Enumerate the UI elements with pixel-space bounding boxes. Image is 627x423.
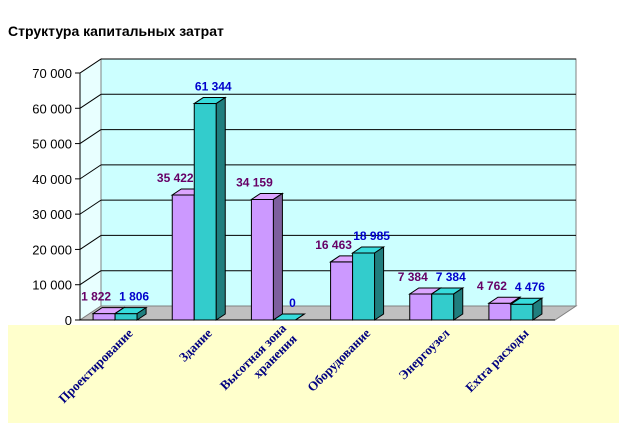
bar-front [114, 313, 138, 321]
bar-side [374, 246, 385, 321]
bars [91, 96, 544, 321]
bar-front [330, 261, 354, 321]
y-tick-label: 30 000 [32, 207, 72, 222]
bar-side [532, 297, 543, 321]
data-label: 0 [289, 296, 296, 310]
chart-side-wall [79, 58, 102, 321]
y-tick-label: 50 000 [32, 137, 72, 152]
gridline-side [79, 199, 102, 215]
bar-front [409, 293, 433, 321]
gridline-side [79, 58, 102, 74]
bar-front [510, 303, 534, 321]
bar-side [215, 96, 226, 321]
bar [249, 192, 285, 321]
bar [271, 313, 307, 321]
chart-floor-band [8, 325, 619, 423]
bar-front [488, 302, 512, 321]
bar-front [92, 313, 116, 321]
data-label: 35 422 [157, 171, 194, 185]
bar-front [193, 103, 217, 321]
data-label: 1 806 [119, 290, 149, 304]
chart-title: Структура капитальных затрат [8, 23, 224, 39]
y-tick-label: 0 [65, 313, 72, 328]
bar-side [453, 287, 464, 321]
bar-front [352, 252, 376, 321]
bar-front [250, 198, 274, 321]
data-label: 7 384 [436, 270, 466, 284]
y-tick-label: 60 000 [32, 101, 72, 116]
bar-side [295, 313, 305, 321]
data-label: 1 822 [81, 290, 111, 304]
bar-side [272, 192, 283, 321]
y-axis: 0 10 000 20 000 30 000 40 000 50 000 60 000 70 … [32, 66, 555, 328]
data-label: 16 463 [315, 238, 352, 252]
bar [113, 306, 148, 321]
y-tick-label: 70 000 [32, 66, 72, 81]
y-tick-label: 10 000 [32, 278, 72, 293]
bar [192, 96, 227, 321]
gridline-side [79, 93, 102, 109]
bar-front [171, 194, 195, 321]
bar [350, 246, 386, 321]
y-tick-label: 20 000 [32, 242, 72, 257]
bar [509, 297, 544, 321]
data-label: 4 762 [477, 279, 507, 293]
data-label: 4 476 [515, 280, 545, 294]
gridline-side [79, 164, 102, 180]
data-label: 34 159 [236, 175, 273, 189]
data-label: 61 344 [195, 80, 232, 94]
bar [430, 287, 465, 321]
y-tick-label: 40 000 [32, 172, 72, 187]
gridline-side [79, 270, 102, 286]
gridline-side [79, 235, 102, 250]
bar-side [136, 306, 147, 321]
data-label: 18 985 [353, 229, 390, 243]
gridline-side [79, 129, 102, 144]
data-label: 7 384 [398, 270, 428, 284]
bar-front [431, 293, 455, 321]
